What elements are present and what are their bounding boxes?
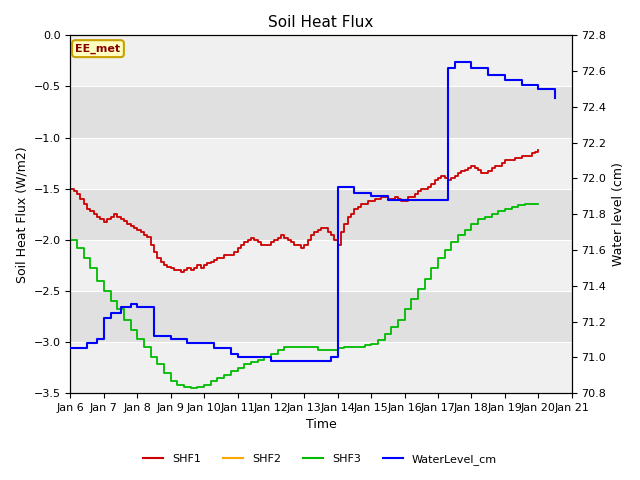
SHF3: [133, 336, 141, 342]
Line: SHF3: SHF3: [70, 204, 538, 388]
Title: Soil Heat Flux: Soil Heat Flux: [268, 15, 374, 30]
WaterLevel_cm: [334, 184, 342, 190]
WaterLevel_cm: [167, 336, 175, 342]
WaterLevel_cm: [444, 65, 452, 71]
WaterLevel_cm: [184, 340, 191, 346]
Y-axis label: Water level (cm): Water level (cm): [612, 162, 625, 266]
SHF3: [521, 201, 529, 207]
WaterLevel_cm: [351, 190, 358, 196]
WaterLevel_cm: [127, 301, 134, 307]
Y-axis label: Soil Heat Flux (W/m2): Soil Heat Flux (W/m2): [15, 146, 28, 283]
WaterLevel_cm: [434, 197, 442, 203]
SHF1: [67, 186, 74, 192]
SHF1: [223, 252, 231, 258]
Line: SHF1: SHF1: [70, 150, 538, 273]
WaterLevel_cm: [227, 351, 235, 357]
SHF3: [187, 385, 195, 391]
WaterLevel_cm: [367, 193, 375, 199]
X-axis label: Time: Time: [306, 419, 337, 432]
WaterLevel_cm: [401, 197, 408, 203]
WaterLevel_cm: [67, 346, 74, 351]
WaterLevel_cm: [107, 310, 115, 315]
WaterLevel_cm: [501, 77, 509, 83]
SHF3: [301, 344, 308, 350]
WaterLevel_cm: [451, 60, 459, 65]
WaterLevel_cm: [93, 336, 101, 342]
WaterLevel_cm: [534, 86, 542, 92]
WaterLevel_cm: [267, 358, 275, 364]
WaterLevel_cm: [468, 65, 476, 71]
WaterLevel_cm: [340, 184, 348, 190]
WaterLevel_cm: [551, 95, 559, 101]
SHF1: [70, 188, 77, 193]
Bar: [70, 86, 572, 138]
SHF1: [468, 163, 476, 169]
Bar: [70, 138, 572, 189]
WaterLevel_cm: [327, 354, 335, 360]
SHF3: [534, 201, 542, 207]
SHF3: [515, 202, 522, 208]
Legend: SHF1, SHF2, SHF3, WaterLevel_cm: SHF1, SHF2, SHF3, WaterLevel_cm: [138, 450, 502, 469]
Line: WaterLevel_cm: WaterLevel_cm: [70, 62, 555, 361]
WaterLevel_cm: [133, 304, 141, 310]
WaterLevel_cm: [116, 304, 124, 310]
WaterLevel_cm: [518, 83, 525, 88]
SHF1: [534, 147, 542, 153]
WaterLevel_cm: [100, 315, 108, 321]
Bar: [70, 36, 572, 86]
WaterLevel_cm: [211, 346, 218, 351]
WaterLevel_cm: [250, 354, 258, 360]
WaterLevel_cm: [417, 197, 425, 203]
WaterLevel_cm: [384, 197, 392, 203]
Bar: [70, 189, 572, 240]
WaterLevel_cm: [317, 358, 325, 364]
WaterLevel_cm: [150, 333, 158, 339]
WaterLevel_cm: [200, 340, 208, 346]
Text: EE_met: EE_met: [76, 44, 120, 54]
WaterLevel_cm: [217, 346, 225, 351]
WaterLevel_cm: [284, 358, 291, 364]
WaterLevel_cm: [83, 340, 91, 346]
SHF1: [93, 215, 101, 220]
WaterLevel_cm: [234, 354, 241, 360]
SHF1: [477, 170, 485, 176]
WaterLevel_cm: [484, 72, 492, 78]
WaterLevel_cm: [77, 346, 84, 351]
WaterLevel_cm: [301, 358, 308, 364]
Bar: [70, 240, 572, 291]
SHF3: [67, 237, 74, 243]
Bar: [70, 342, 572, 393]
SHF1: [177, 270, 184, 276]
SHF1: [515, 155, 522, 161]
SHF3: [494, 208, 502, 214]
Bar: [70, 291, 572, 342]
SHF3: [354, 344, 362, 350]
SHF3: [80, 255, 88, 261]
